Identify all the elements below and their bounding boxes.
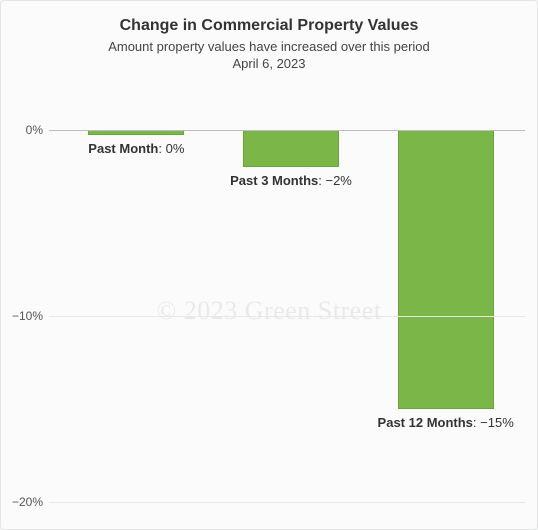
bar-category: Past 12 Months bbox=[378, 415, 473, 430]
y-tick-label: −10% bbox=[1, 309, 43, 323]
bar-label: Past 3 Months: −2% bbox=[211, 173, 371, 188]
bar-value: −15% bbox=[480, 415, 514, 430]
bar-value: 0% bbox=[166, 141, 185, 156]
baseline bbox=[49, 130, 525, 131]
bar-label: Past 12 Months: −15% bbox=[366, 415, 526, 430]
y-tick-label: −20% bbox=[1, 495, 43, 509]
chart-subtitle: Amount property values have increased ov… bbox=[11, 39, 527, 54]
chart-plot-area: © 2023 Green Street 0%−10%−20% Past Mont… bbox=[1, 111, 537, 519]
chart-header: Change in Commercial Property Values Amo… bbox=[1, 1, 537, 75]
chart-date: April 6, 2023 bbox=[11, 56, 527, 71]
bar bbox=[398, 130, 494, 410]
bar-label: Past Month: 0% bbox=[56, 141, 216, 156]
bar-category: Past 3 Months bbox=[230, 173, 318, 188]
bar bbox=[243, 130, 339, 167]
bar-category: Past Month bbox=[88, 141, 158, 156]
chart-title: Change in Commercial Property Values bbox=[11, 17, 527, 35]
gridline bbox=[49, 316, 525, 317]
y-tick-label: 0% bbox=[1, 123, 43, 137]
bars-area: Past Month: 0% Past 3 Months: −2% Past 12 … bbox=[59, 111, 521, 519]
chart-container: Change in Commercial Property Values Amo… bbox=[0, 0, 538, 530]
bar-value: −2% bbox=[325, 173, 351, 188]
gridline bbox=[49, 502, 525, 503]
y-axis: 0% −10% −20% bbox=[1, 111, 49, 519]
